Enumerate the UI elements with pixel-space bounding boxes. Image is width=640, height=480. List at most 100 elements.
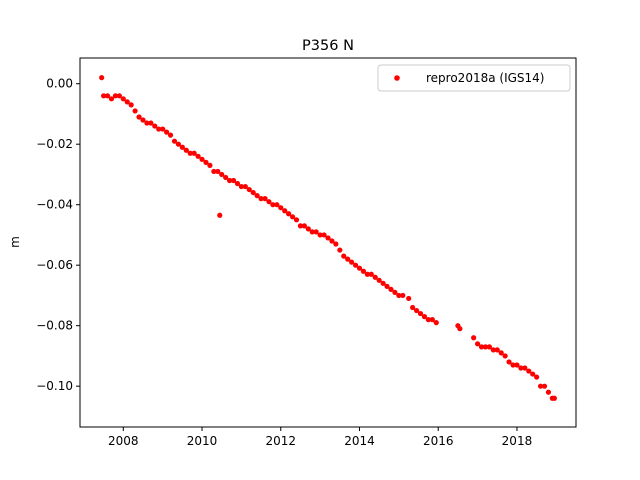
- data-point: [425, 317, 431, 323]
- data-point: [108, 96, 115, 102]
- y-tick-label: −0.04: [36, 198, 73, 212]
- data-point: [242, 183, 248, 190]
- data-point: [433, 320, 439, 326]
- data-point: [226, 177, 233, 184]
- x-tick-label: 2012: [265, 434, 296, 448]
- data-point: [179, 144, 185, 150]
- y-tick-label: −0.10: [36, 379, 73, 393]
- data-point: [215, 168, 221, 175]
- data-point: [282, 208, 288, 214]
- data-point: [360, 268, 367, 274]
- data-point: [238, 183, 244, 190]
- data-point: [148, 120, 154, 126]
- data-point: [217, 212, 223, 218]
- data-point: [136, 114, 142, 120]
- data-point: [120, 96, 126, 102]
- data-point: [522, 365, 528, 371]
- data-point: [116, 93, 122, 99]
- data-point: [384, 283, 390, 289]
- data-point: [417, 310, 424, 317]
- data-point: [413, 307, 420, 314]
- data-point: [321, 232, 327, 238]
- data-point: [551, 395, 557, 401]
- data-point: [498, 350, 504, 356]
- data-point: [510, 362, 516, 368]
- data-point: [195, 153, 201, 159]
- data-point: [266, 199, 272, 205]
- y-axis: 0.00 −0.02 −0.04 −0.06 −0.08 −0.10: [36, 77, 80, 393]
- data-point: [400, 292, 406, 299]
- x-tick-label: 2016: [423, 434, 454, 448]
- data-point: [526, 368, 532, 374]
- data-point: [478, 344, 485, 350]
- data-point: [99, 75, 105, 81]
- data-point: [376, 277, 382, 283]
- data-point: [482, 344, 489, 350]
- data-point: [262, 196, 268, 202]
- data-point: [506, 359, 512, 365]
- data-point: [471, 335, 477, 341]
- data-point: [502, 353, 508, 359]
- data-point: [104, 93, 111, 99]
- data-point: [246, 186, 252, 193]
- data-point: [199, 156, 205, 162]
- data-point: [234, 180, 241, 187]
- y-tick-label: −0.08: [36, 319, 73, 333]
- data-point: [530, 371, 536, 377]
- data-point: [305, 226, 311, 232]
- data-point: [203, 159, 209, 165]
- data-point: [518, 365, 524, 371]
- data-point: [250, 189, 256, 196]
- y-tick-label: −0.02: [36, 137, 73, 151]
- data-point: [270, 202, 276, 208]
- data-point: [380, 280, 386, 286]
- legend: repro2018a (IGS14): [377, 64, 571, 92]
- data-point: [372, 274, 378, 280]
- data-point: [486, 344, 492, 350]
- data-point: [286, 211, 292, 217]
- data-point: [329, 238, 335, 244]
- data-point: [534, 374, 540, 380]
- data-point: [545, 389, 552, 395]
- legend-marker: [394, 75, 400, 81]
- data-point: [337, 247, 343, 253]
- y-tick-label: −0.06: [36, 258, 73, 272]
- data-point: [140, 117, 146, 123]
- data-point: [313, 229, 319, 235]
- x-tick-label: 2008: [108, 434, 139, 448]
- data-point: [211, 168, 217, 175]
- data-point: [230, 177, 237, 184]
- data-point: [457, 326, 463, 332]
- data-point: [352, 262, 359, 268]
- data-point: [254, 193, 260, 199]
- data-point: [144, 120, 150, 126]
- data-point: [309, 229, 315, 235]
- data-point: [278, 205, 284, 211]
- data-point: [421, 314, 428, 320]
- data-point: [167, 132, 174, 138]
- data-point: [301, 223, 307, 229]
- data-point: [293, 217, 300, 223]
- data-point: [392, 289, 398, 296]
- data-point: [128, 102, 134, 108]
- data-point: [333, 241, 339, 247]
- x-axis: 2008 2010 2012 2014 2016 2018: [108, 427, 532, 448]
- data-point: [175, 141, 182, 147]
- data-point: [490, 347, 496, 353]
- y-axis-label: m: [8, 236, 22, 248]
- data-point: [341, 253, 347, 259]
- data-point: [219, 171, 225, 178]
- data-point: [207, 162, 213, 168]
- data-point: [356, 265, 363, 271]
- data-point: [101, 93, 107, 99]
- data-point: [317, 232, 323, 238]
- data-point: [345, 256, 351, 262]
- data-point: [349, 259, 355, 265]
- data-point: [297, 223, 304, 229]
- data-point: [494, 347, 500, 353]
- data-point: [368, 271, 374, 277]
- chart-title: P356 N: [302, 38, 354, 54]
- legend-label: repro2018a (IGS14): [426, 71, 544, 85]
- data-point: [171, 138, 178, 144]
- plot-frame: [79, 57, 577, 428]
